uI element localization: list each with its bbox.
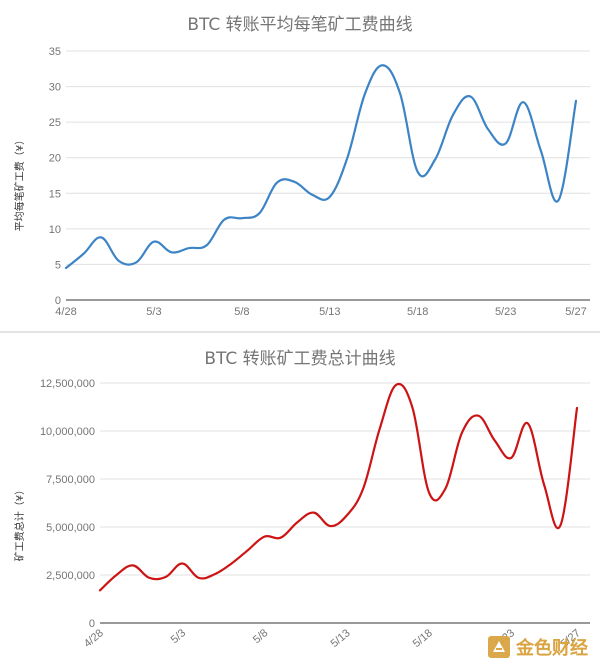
watermark-logo-icon [488, 636, 510, 658]
y-tick-label: 15 [49, 188, 61, 200]
watermark-text: 金色财经 [515, 637, 588, 659]
chart-average-fee: BTC 转账平均每笔矿工费曲线 0 5 10 15 20 25 30 35 4/28 5/3 5/… [13, 15, 590, 318]
y-tick-label: 20 [49, 153, 61, 165]
series-layer [98, 382, 579, 592]
chart-title: BTC 转账矿工费总计曲线 [204, 349, 395, 369]
x-tick-label: 4/28 [82, 627, 106, 650]
series-line [64, 64, 578, 270]
x-tick-label: 5/27 [565, 306, 586, 318]
watermark: 金色财经 [488, 636, 588, 659]
y-tick-labels: 0 2,500,000 5,000,000 7,500,000 10,000,000 12… [40, 378, 95, 630]
y-axis-label: 平均每笔矿工费（¥） [13, 135, 26, 231]
x-tick-label: 4/28 [55, 306, 76, 318]
y-tick-label: 7,500,000 [46, 474, 95, 486]
y-tick-label: 0 [55, 295, 61, 307]
y-tick-label: 10 [49, 224, 61, 236]
y-axis-label: 矿工费总计（¥） [13, 485, 26, 561]
x-tick-label: 5/18 [407, 306, 428, 318]
y-tick-labels: 0 5 10 15 20 25 30 35 [49, 46, 61, 307]
y-tick-label: 25 [49, 117, 61, 129]
y-tick-label: 10,000,000 [40, 426, 95, 438]
x-tick-label: 5/8 [234, 306, 249, 318]
x-tick-label: 5/3 [146, 306, 161, 318]
y-tick-label: 2,500,000 [46, 570, 95, 582]
y-tick-label: 30 [49, 82, 61, 94]
y-tick-label: 5,000,000 [46, 522, 95, 534]
y-tick-label: 5 [55, 259, 61, 271]
x-tick-label: 5/3 [169, 627, 188, 646]
y-tick-label: 35 [49, 46, 61, 58]
x-tick-label: 5/23 [495, 306, 516, 318]
chart-title: BTC 转账平均每笔矿工费曲线 [187, 15, 412, 35]
gridlines [100, 382, 590, 576]
series-line [98, 382, 579, 592]
y-tick-label: 0 [89, 618, 95, 630]
x-tick-label: 5/13 [319, 306, 340, 318]
x-tick-labels: 4/28 5/3 5/8 5/13 5/18 5/23 5/27 [55, 306, 586, 318]
gridlines [66, 50, 590, 265]
chart-total-fee: BTC 转账矿工费总计曲线 0 2,500,000 5,000,000 7,500,0… [13, 349, 590, 650]
series-layer [64, 64, 578, 270]
y-tick-label: 12,500,000 [40, 378, 95, 390]
x-tick-label: 5/8 [251, 627, 270, 646]
x-tick-label: 5/13 [329, 627, 353, 650]
x-tick-label: 5/18 [411, 627, 435, 650]
